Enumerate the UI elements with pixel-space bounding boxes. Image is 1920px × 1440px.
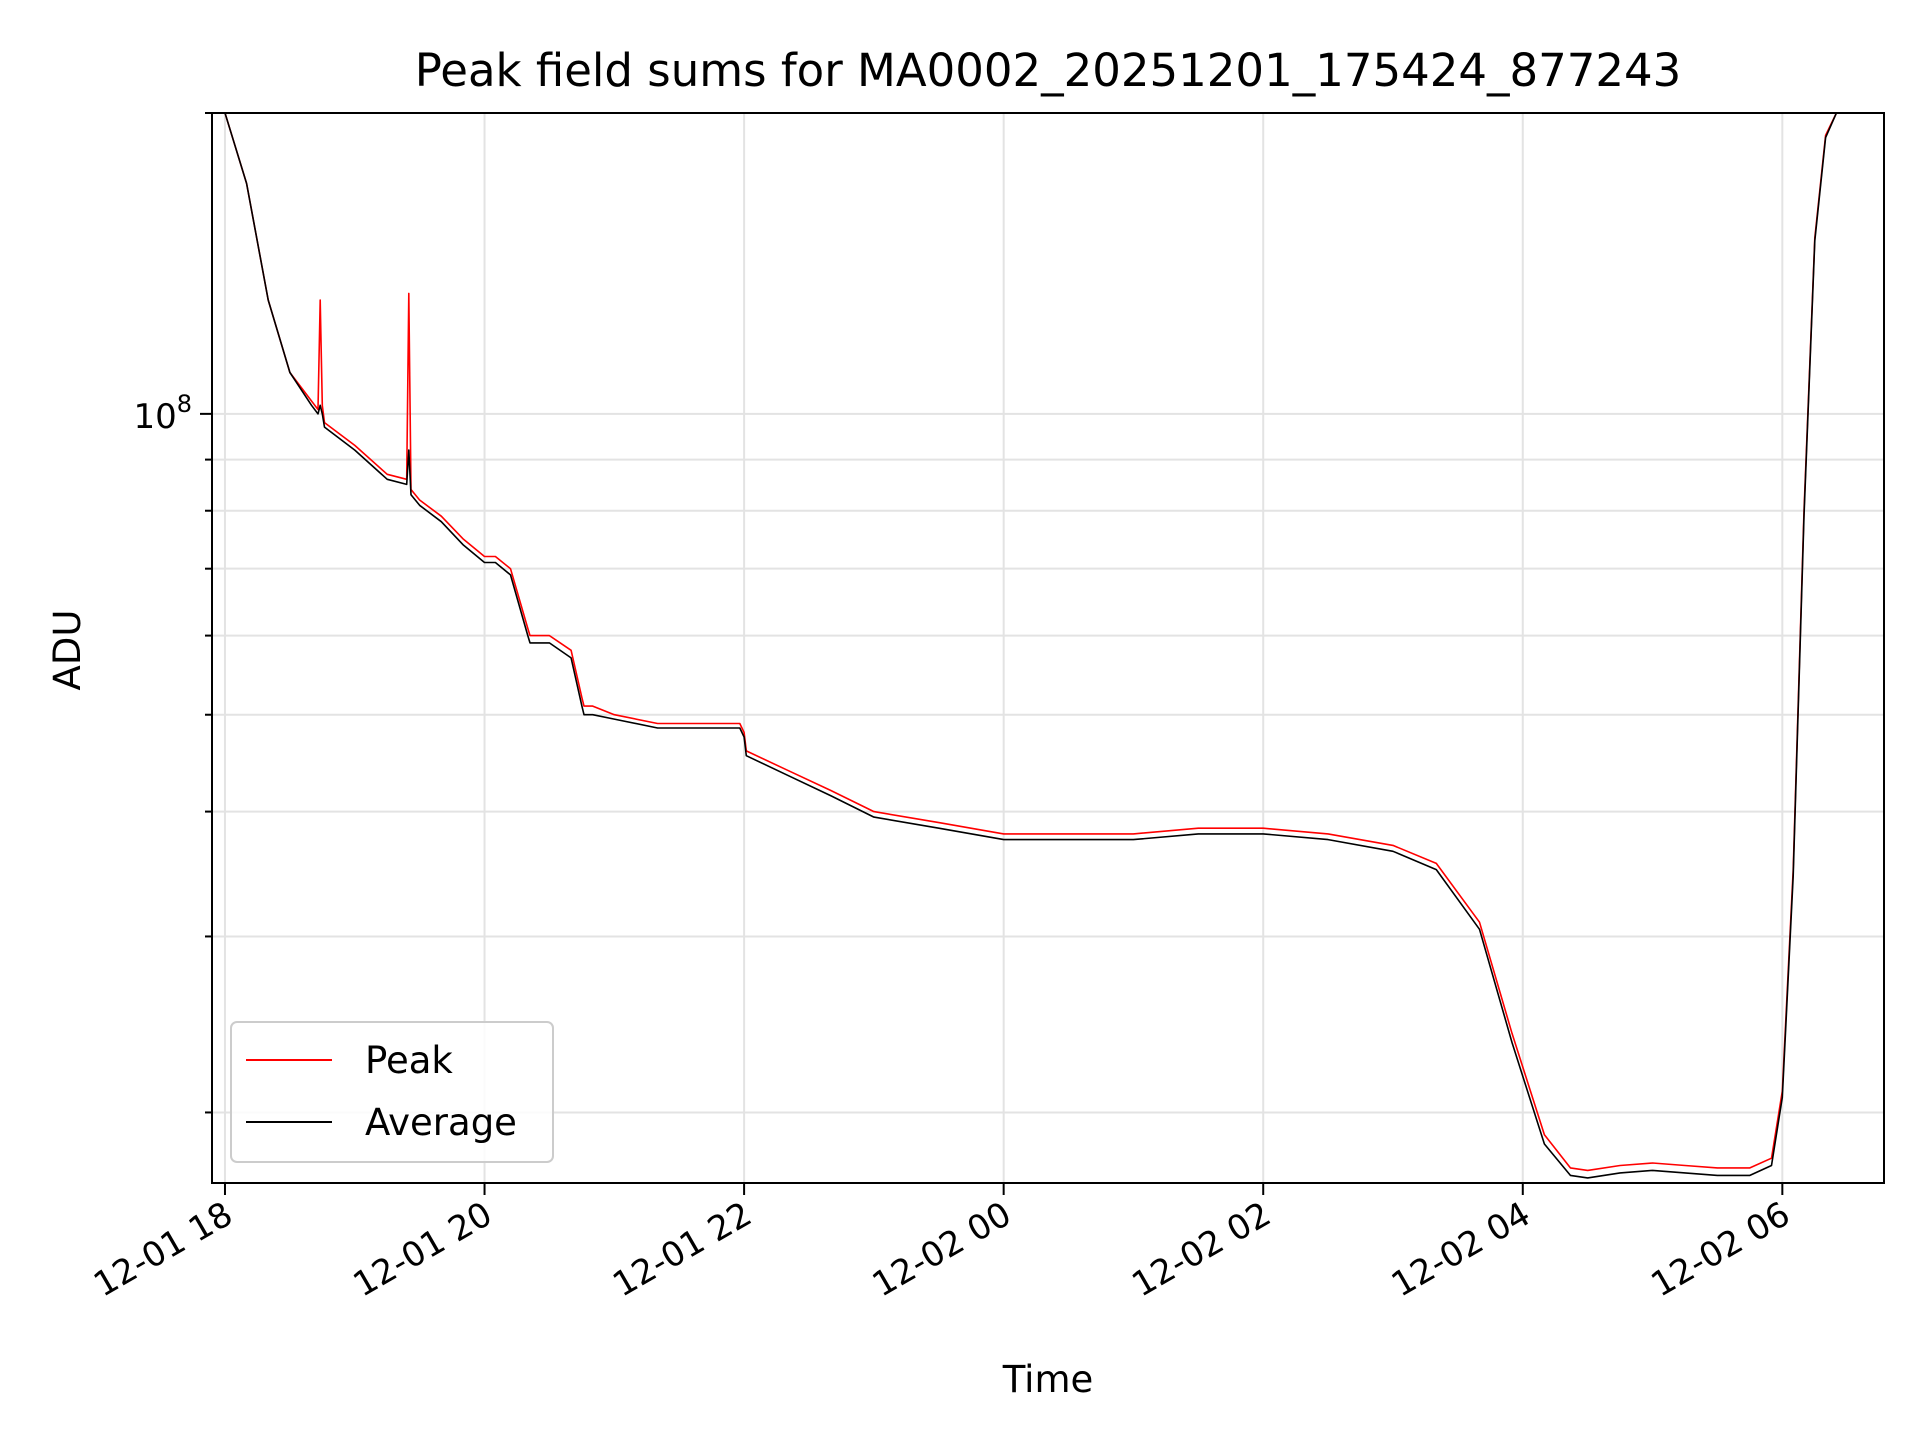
y-tick-label: 108 — [133, 390, 192, 437]
x-tick-label: 12-01 20 — [347, 1194, 499, 1305]
chart-title: Peak field sums for MA0002_20251201_1754… — [415, 44, 1682, 97]
legend-label-average: Average — [365, 1101, 517, 1144]
series-lines — [212, 113, 1884, 1179]
plot-frame — [211, 112, 1885, 1184]
x-tick-label: 12-01 18 — [87, 1194, 239, 1305]
x-tick-label: 12-02 02 — [1125, 1194, 1277, 1305]
x-tick-label: 12-02 00 — [866, 1194, 1018, 1305]
x-tick-label: 12-02 04 — [1385, 1194, 1537, 1305]
legend-label-peak: Peak — [365, 1039, 453, 1082]
x-tick-label: 12-01 22 — [606, 1194, 758, 1305]
legend: Peak Average — [230, 1021, 554, 1163]
series-line-peak — [212, 113, 1884, 1172]
x-tick-label: 12-02 06 — [1644, 1194, 1796, 1305]
y-axis-label: ADU — [46, 610, 89, 691]
series-line-average — [212, 113, 1884, 1179]
legend-box — [230, 1021, 554, 1163]
grid — [212, 112, 1884, 1183]
x-axis-label: Time — [1002, 1358, 1094, 1401]
